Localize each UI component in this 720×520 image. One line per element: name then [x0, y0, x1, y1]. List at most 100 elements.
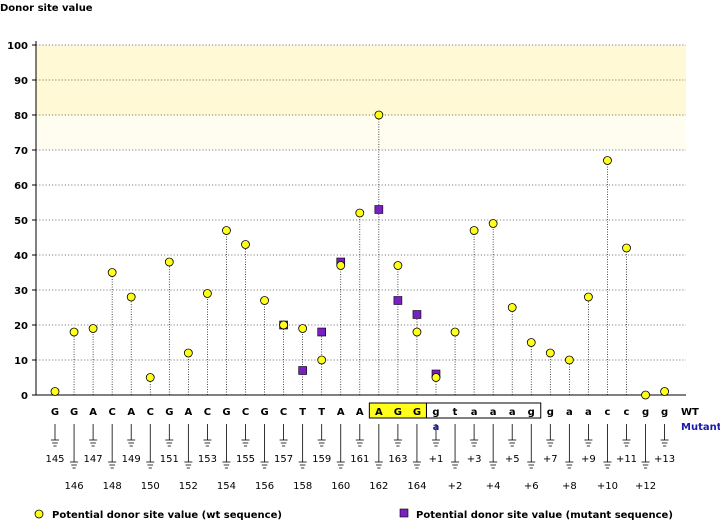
- wt-marker: [50, 387, 60, 396]
- wt-marker: [393, 261, 403, 270]
- position-label: +11: [616, 454, 637, 465]
- wt-marker: [317, 355, 327, 365]
- wt-marker: [374, 110, 384, 120]
- position-label: 147: [84, 454, 103, 465]
- sequence-base: g: [661, 407, 668, 418]
- wt-marker: [355, 208, 365, 218]
- wt-marker: [603, 156, 612, 165]
- position-label: +10: [597, 481, 618, 492]
- position-label: 162: [369, 481, 388, 492]
- position-label: 158: [293, 481, 312, 492]
- wt-marker: [298, 324, 308, 333]
- wt-marker: [660, 387, 669, 396]
- sequence-base: g: [642, 407, 649, 418]
- sequence-base: G: [260, 407, 268, 418]
- position-label: +3: [467, 454, 482, 465]
- wt-marker: [507, 303, 517, 312]
- sequence-base: t: [453, 407, 458, 418]
- mutant-marker: [374, 205, 384, 214]
- sequence-base: A: [89, 407, 97, 418]
- wt-marker: [488, 219, 498, 228]
- highlight-band: [36, 115, 686, 150]
- wt-marker: [622, 243, 631, 253]
- sequence-base: G: [394, 407, 402, 418]
- y-tick-label: 70: [14, 146, 28, 157]
- wt-marker: [412, 327, 422, 337]
- sequence-base: c: [604, 407, 610, 418]
- sequence-base: C: [242, 407, 249, 418]
- sequence-base: T: [318, 407, 325, 418]
- mutant-label: Mutant: [681, 422, 720, 433]
- position-label: 152: [179, 481, 198, 492]
- mutant-marker: [298, 366, 307, 375]
- position-label: +12: [635, 481, 656, 492]
- position-label: 155: [236, 454, 255, 465]
- sequence-base: g: [528, 407, 535, 418]
- wt-marker: [279, 320, 289, 330]
- position-label: +13: [654, 454, 675, 465]
- y-tick-label: 60: [14, 181, 28, 192]
- wt-marker: [260, 296, 269, 305]
- sequence-base: T: [299, 407, 306, 418]
- sequence-base: G: [222, 407, 230, 418]
- wt-marker: [164, 257, 174, 267]
- position-label: +4: [486, 481, 501, 492]
- y-tick-label: 40: [14, 251, 28, 262]
- sequence-base: G: [165, 407, 173, 418]
- y-tick-label: 90: [14, 76, 28, 87]
- sequence-base: a: [566, 407, 573, 418]
- sequence-base: a: [509, 407, 516, 418]
- position-label: 151: [160, 454, 179, 465]
- sequence-base: c: [624, 407, 630, 418]
- y-tick-label: 0: [21, 391, 28, 402]
- position-label: 159: [312, 454, 331, 465]
- wt-marker: [336, 261, 346, 270]
- position-label: 164: [407, 481, 426, 492]
- wt-marker: [202, 289, 212, 298]
- mutant-marker: [412, 310, 422, 319]
- sequence-base: A: [375, 407, 383, 418]
- highlight-band: [36, 45, 686, 115]
- data-marks: [50, 110, 669, 400]
- position-label: +9: [581, 454, 596, 465]
- sequence-base: G: [51, 407, 59, 418]
- wt-marker: [126, 292, 136, 302]
- wt-marker: [450, 327, 460, 337]
- sequence-base: a: [471, 407, 478, 418]
- legend: Potential donor site value (wt sequence)…: [34, 508, 673, 520]
- legend-mutant-marker: [399, 508, 409, 518]
- wt-marker: [641, 390, 650, 400]
- wt-marker: [469, 226, 479, 235]
- position-label: 149: [122, 454, 141, 465]
- wt-marker: [564, 355, 574, 365]
- stems: [54, 115, 665, 395]
- y-tick-label: 20: [14, 321, 28, 332]
- position-label: +1: [429, 454, 444, 465]
- wt-marker: [145, 373, 155, 382]
- sequence-base: G: [413, 407, 421, 418]
- sequence-base: A: [127, 407, 135, 418]
- sequence-base: A: [337, 407, 345, 418]
- sequence-base: G: [70, 407, 78, 418]
- position-label: 154: [217, 481, 236, 492]
- sequence-base: g: [432, 407, 439, 418]
- y-tick-label: 10: [14, 356, 28, 367]
- mutant-marker: [393, 296, 403, 305]
- wt-marker: [241, 240, 250, 249]
- wt-marker: [88, 324, 98, 333]
- position-label: 156: [255, 481, 274, 492]
- position-label: 153: [198, 454, 217, 465]
- wt-marker: [584, 292, 593, 302]
- y-axis: 0 10 20 30 40 50 60 70 80 90 100: [7, 41, 686, 402]
- y-tick-label: 100: [7, 41, 28, 52]
- position-label: 145: [45, 454, 64, 465]
- legend-wt-label: Potential donor site value (wt sequence): [52, 510, 282, 520]
- legend-wt-marker: [34, 509, 44, 519]
- sequence-base: g: [547, 407, 554, 418]
- sequence-base: a: [490, 407, 497, 418]
- position-label: +8: [562, 481, 577, 492]
- wt-marker: [69, 327, 79, 337]
- sequence-base: C: [280, 407, 287, 418]
